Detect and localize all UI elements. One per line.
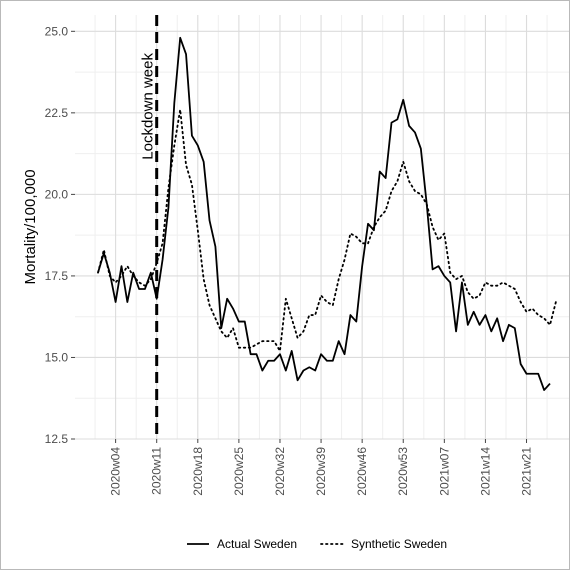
y-tick-label: 17.5 bbox=[45, 269, 69, 283]
x-tick-label: 2020w18 bbox=[191, 447, 205, 496]
x-tick-label: 2021w21 bbox=[520, 447, 534, 496]
x-tick-label: 2020w04 bbox=[109, 447, 123, 496]
x-tick-label: 2021w07 bbox=[437, 447, 451, 496]
major-gridlines bbox=[75, 15, 570, 440]
minor-gridlines bbox=[75, 15, 570, 439]
y-axis-ticks: 12.5 15.0 17.5 20.0 22.5 25.0 bbox=[45, 24, 75, 446]
x-tick-label: 2020w32 bbox=[273, 447, 287, 496]
y-tick-label: 20.0 bbox=[45, 187, 69, 201]
y-tick-label: 25.0 bbox=[45, 24, 69, 38]
x-tick-label: 2021w14 bbox=[478, 447, 492, 496]
x-tick-label: 2020w53 bbox=[396, 447, 410, 496]
y-tick-label: 22.5 bbox=[45, 106, 69, 120]
series-layer bbox=[97, 36, 557, 391]
x-axis-ticks: 2020w04 2020w11 2020w18 2020w25 2020w32 2020w… bbox=[109, 439, 534, 496]
series-line-actual-sweden bbox=[97, 36, 551, 391]
x-tick-label: 2020w11 bbox=[150, 447, 164, 495]
y-tick-label: 12.5 bbox=[45, 432, 69, 446]
x-tick-label: 2020w39 bbox=[314, 447, 328, 496]
y-axis-title: Mortality/100,000 bbox=[22, 169, 39, 284]
x-tick-label: 2020w46 bbox=[355, 447, 369, 496]
legend-label-synthetic: Synthetic Sweden bbox=[351, 537, 447, 551]
lockdown-label: Lockdown week bbox=[140, 53, 157, 160]
x-tick-label: 2020w25 bbox=[232, 447, 246, 496]
legend-label-actual: Actual Sweden bbox=[217, 537, 297, 551]
legend: Actual Sweden Synthetic Sweden bbox=[187, 537, 447, 551]
series-line-synthetic-sweden bbox=[97, 108, 557, 352]
y-tick-label: 15.0 bbox=[45, 350, 69, 364]
